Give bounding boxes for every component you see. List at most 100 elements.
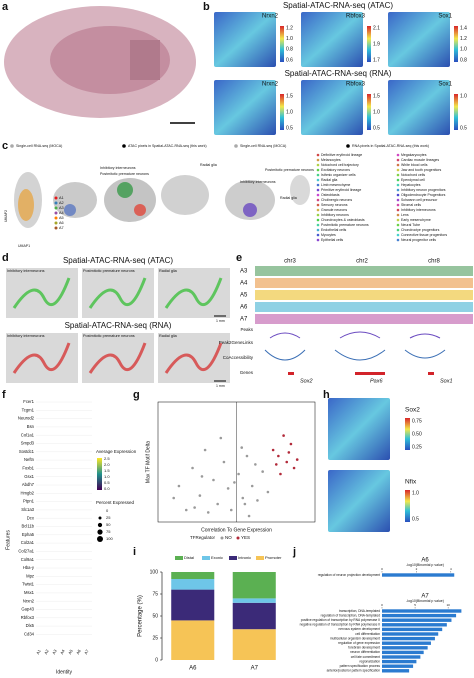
- legend-marker: [316, 188, 320, 192]
- term-label: positive regulation of transcription by …: [301, 618, 380, 622]
- colorbar-tick: 2.0: [104, 462, 110, 467]
- feature-label: Col2a1: [21, 540, 35, 545]
- colorbar: [280, 94, 284, 130]
- panel-caption: Postmitotic premature neurons: [83, 334, 135, 338]
- y-tick-label: 75: [152, 591, 158, 597]
- legend-label: Intronic: [238, 555, 251, 560]
- legend-marker: [396, 223, 400, 227]
- scatter-point: [282, 434, 285, 437]
- legend-text: Megakaryocytes: [401, 153, 427, 157]
- scatter-point: [277, 454, 280, 458]
- legend-text: Myocytes: [321, 233, 336, 237]
- y-tick-label: 100: [150, 569, 159, 575]
- tissue-image: [130, 40, 160, 80]
- legend-marker: [396, 188, 400, 192]
- colorbar: [405, 490, 410, 522]
- gene-name: Rbfox3: [346, 14, 366, 20]
- identity-label: A3: [51, 648, 58, 655]
- scatter-point: [285, 460, 289, 464]
- x-tick-label: A7: [251, 666, 259, 672]
- cluster-label: A6: [59, 221, 64, 225]
- bar: [382, 664, 414, 668]
- scatter-point: [247, 514, 251, 518]
- spatial-map: [214, 12, 276, 67]
- axis-label: UMAP1: [18, 244, 30, 248]
- legend-marker: [396, 208, 400, 212]
- scatter-point: [295, 458, 299, 461]
- term-label: forebrain development: [348, 646, 380, 650]
- legend-text: Chondrocytes & osteoblasts: [321, 218, 365, 222]
- colorbar: [367, 26, 371, 62]
- bar: [382, 669, 410, 673]
- colorbar-tick: 0.5: [373, 125, 380, 131]
- scatter-point: [250, 484, 254, 488]
- bar: [382, 613, 457, 618]
- legend-swatch: [256, 556, 264, 560]
- legend-label: Distal: [184, 555, 194, 560]
- term-label: transcription, DNA-templated: [339, 609, 380, 613]
- feature-label: Sostdc1: [19, 449, 35, 454]
- scatter-point: [289, 442, 293, 446]
- legend-marker: [396, 183, 400, 187]
- bar-segment: [171, 572, 215, 580]
- scatter-point: [200, 475, 204, 478]
- feature-label: Nrxn2: [23, 598, 35, 603]
- feature-label: Abdh7: [22, 482, 35, 487]
- panel-caption: Inhibitory interneurons: [7, 269, 45, 273]
- x-tick-label: 0: [381, 567, 383, 571]
- section-title: Spatial-ATAC-RNA-seq (ATAC): [63, 256, 173, 265]
- legend-marker: [316, 198, 320, 202]
- term-label: regulation of gene expression: [338, 641, 380, 645]
- colorbar-tick: 0.5: [286, 125, 293, 131]
- row-label: Genes: [240, 370, 254, 375]
- colorbar: [454, 26, 458, 62]
- bar: [382, 632, 439, 636]
- cluster-label: A4: [59, 211, 64, 215]
- scatter-point: [292, 466, 296, 470]
- legend-marker: [10, 144, 14, 148]
- legend-marker: [316, 158, 320, 162]
- spatial-map: [214, 80, 276, 135]
- gene-name: Sox2: [300, 378, 313, 384]
- legend-text: Oligodendrocyte Progenitors: [401, 193, 446, 197]
- legend-marker: [396, 153, 400, 157]
- legend-title: Average Expression: [96, 449, 137, 454]
- feature-label: Col27a1: [18, 549, 34, 554]
- highlight: [88, 277, 147, 309]
- legend-text: Definitive erythroid lineage: [321, 153, 362, 157]
- colorbar-tick: 0.0: [104, 486, 110, 491]
- feature-label: Dlx5: [26, 623, 35, 628]
- term-label: multicellular organism development: [330, 636, 380, 640]
- legend-marker: [316, 203, 320, 207]
- scatter-point: [233, 481, 236, 484]
- axis-label: Correlation To Gene Expression: [201, 527, 272, 533]
- panel-label: e: [236, 252, 242, 264]
- legend-text: Radial glia: [321, 178, 337, 182]
- colorbar: [280, 26, 284, 62]
- axis-label: Percentage (%): [138, 595, 144, 637]
- legend-marker: [396, 163, 400, 167]
- legend-text: Cholinergic neurons: [321, 198, 352, 202]
- colorbar-tick: 1.7: [373, 57, 380, 63]
- size-legend-label: 100: [106, 536, 113, 541]
- y-tick-label: 50: [152, 613, 158, 619]
- feature-label: Slc1a3: [21, 507, 34, 512]
- legend-marker: [316, 178, 320, 182]
- legend-marker: [396, 238, 400, 242]
- panel-caption: Postmitotic premature neurons: [83, 269, 135, 273]
- colorbar-tick: 2.5: [104, 456, 110, 461]
- colorbar-tick: 1.2: [286, 25, 293, 31]
- scale-label: 1 mm: [216, 384, 225, 388]
- row-label: Peaks: [240, 327, 253, 332]
- track-label: A3: [240, 269, 248, 275]
- cell-annotation: Radial glia: [280, 196, 297, 200]
- cluster-label: A1: [59, 196, 64, 200]
- legend-marker: [316, 153, 320, 157]
- feature-label: Smpd3: [21, 441, 35, 446]
- term-label: cell fate commitment: [351, 655, 380, 659]
- identity-label: A7: [83, 648, 90, 655]
- chart-title: A6: [421, 558, 429, 564]
- gene-name: Nfix: [405, 479, 417, 486]
- panel-label: b: [203, 1, 210, 13]
- bar-segment: [232, 629, 276, 660]
